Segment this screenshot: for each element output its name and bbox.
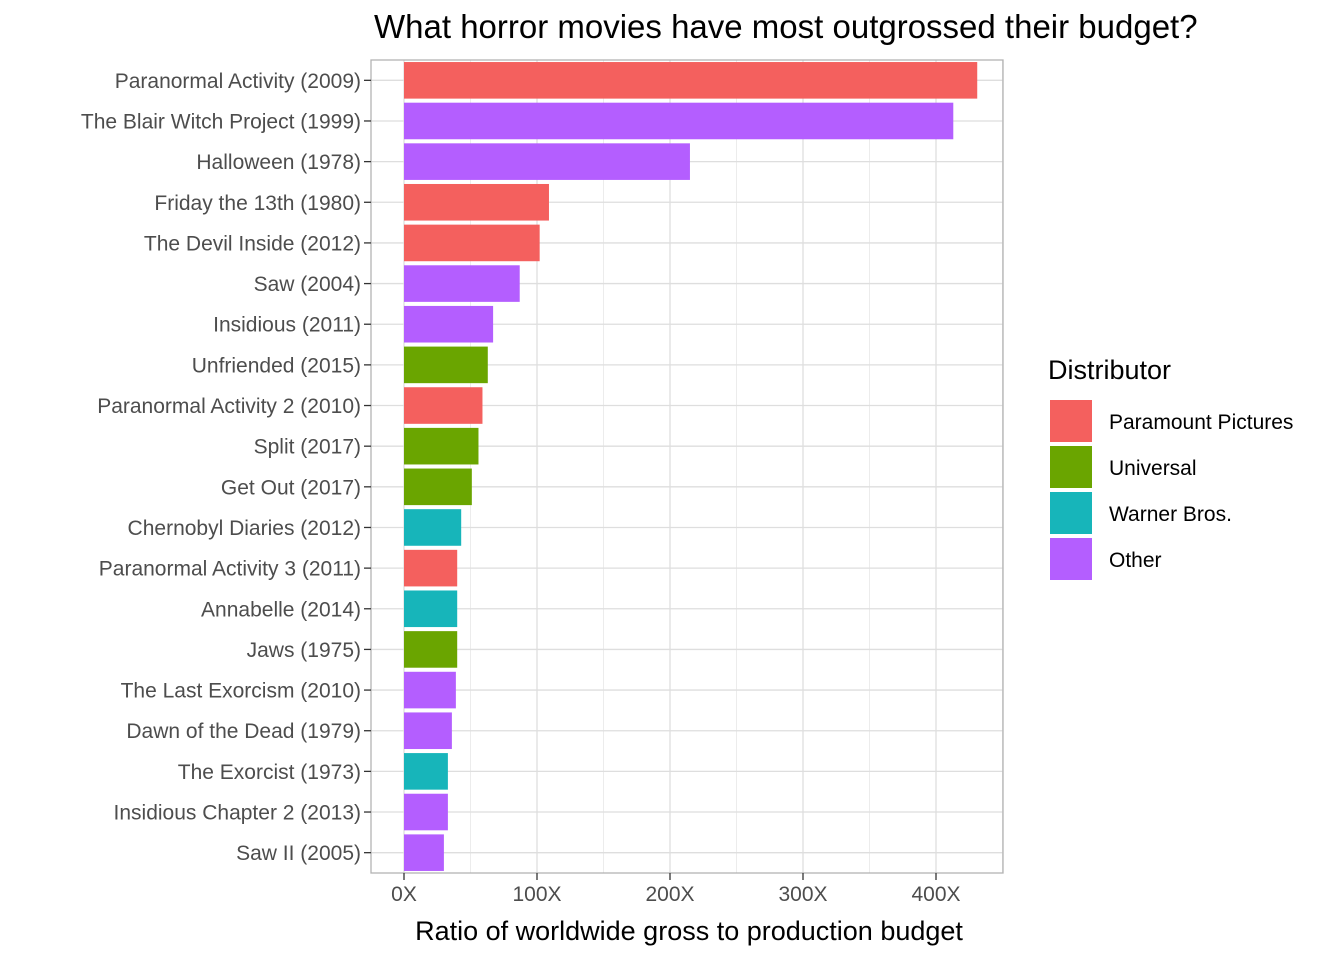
bar-jaws-1975 [404,631,458,668]
y-tick-label: The Devil Inside (2012) [144,232,361,255]
bar-paranormal-activity-2009 [404,62,978,99]
legend-key-paramount-pictures [1050,400,1092,442]
legend: Distributor Paramount Pictures Universal W… [1048,355,1293,580]
y-tick-label: Paranormal Activity 2 (2010) [97,395,361,418]
y-tick-label: Dawn of the Dead (1979) [126,720,361,743]
y-tick-label: Jaws (1975) [247,639,361,662]
x-tick-label: 200X [645,883,694,906]
bar-the-exorcist-1973 [404,753,448,790]
y-tick-label: The Last Exorcism (2010) [121,680,361,703]
grid-major [371,60,1003,873]
plot-panel-border [370,59,1004,874]
legend-label-paramount-pictures: Paramount Pictures [1109,411,1293,434]
x-axis: 0X 100X 200X 300X 400X [391,873,961,906]
bars [404,62,978,871]
y-axis: Paranormal Activity (2009) The Blair Witc… [81,70,371,865]
legend-key-other [1050,538,1092,580]
legend-title: Distributor [1048,355,1171,385]
x-axis-label: Ratio of worldwide gross to production b… [415,916,963,946]
y-tick-label: Annabelle (2014) [201,598,361,621]
legend-key-warner-bros [1050,492,1092,534]
y-tick-label: Saw II (2005) [236,842,361,865]
y-tick-label: The Exorcist (1973) [178,761,361,784]
y-tick-label: Paranormal Activity 3 (2011) [99,558,361,581]
y-tick-label: Insidious (2011) [213,314,361,337]
x-tick-label: 100X [512,883,561,906]
y-tick-label: Unfriended (2015) [192,354,361,377]
bar-friday-the-13th-1980 [404,183,549,221]
bar-insidious-chapter-2-2013 [404,793,448,831]
bar-the-last-exorcism-2010 [404,671,456,709]
y-tick-label: Friday the 13th (1980) [154,192,361,215]
legend-key-universal [1050,446,1092,488]
grid-minor [470,60,1003,873]
y-tick-label: Insidious Chapter 2 (2013) [114,802,361,825]
y-tick-label: Chernobyl Diaries (2012) [128,517,361,540]
y-tick-label: Paranormal Activity (2009) [115,70,361,93]
y-tick-label: Saw (2004) [254,273,361,296]
legend-label-universal: Universal [1109,457,1197,480]
y-tick-label: Halloween (1978) [196,151,361,174]
y-tick-label: Get Out (2017) [221,476,361,499]
bar-annabelle-2014 [404,590,458,628]
bar-saw-ii-2005 [404,834,444,871]
bar-the-devil-inside-2012 [404,224,540,262]
bar-split-2017 [404,427,479,465]
y-tick-label: The Blair Witch Project (1999) [81,110,361,133]
bar-paranormal-activity-2-2010 [404,387,483,424]
legend-label-other: Other [1109,549,1162,572]
x-tick-label: 400X [911,883,960,906]
bar-chernobyl-diaries-2012 [404,509,462,546]
y-tick-label: Split (2017) [254,436,361,459]
bar-insidious-2011 [404,305,494,343]
x-tick-label: 300X [778,883,827,906]
x-tick-label: 0X [391,883,417,906]
bar-get-out-2017 [404,468,472,506]
bar-paranormal-activity-3-2011 [404,549,458,587]
bar-saw-2004 [404,265,520,302]
bar-the-blair-witch-project-1999 [404,102,954,140]
bar-dawn-of-the-dead-1979 [404,712,452,750]
chart-title: What horror movies have most outgrossed … [374,8,1198,45]
bar-halloween-1978 [404,143,690,180]
bar-unfriended-2015 [404,346,488,384]
legend-label-warner-bros: Warner Bros. [1109,503,1232,526]
